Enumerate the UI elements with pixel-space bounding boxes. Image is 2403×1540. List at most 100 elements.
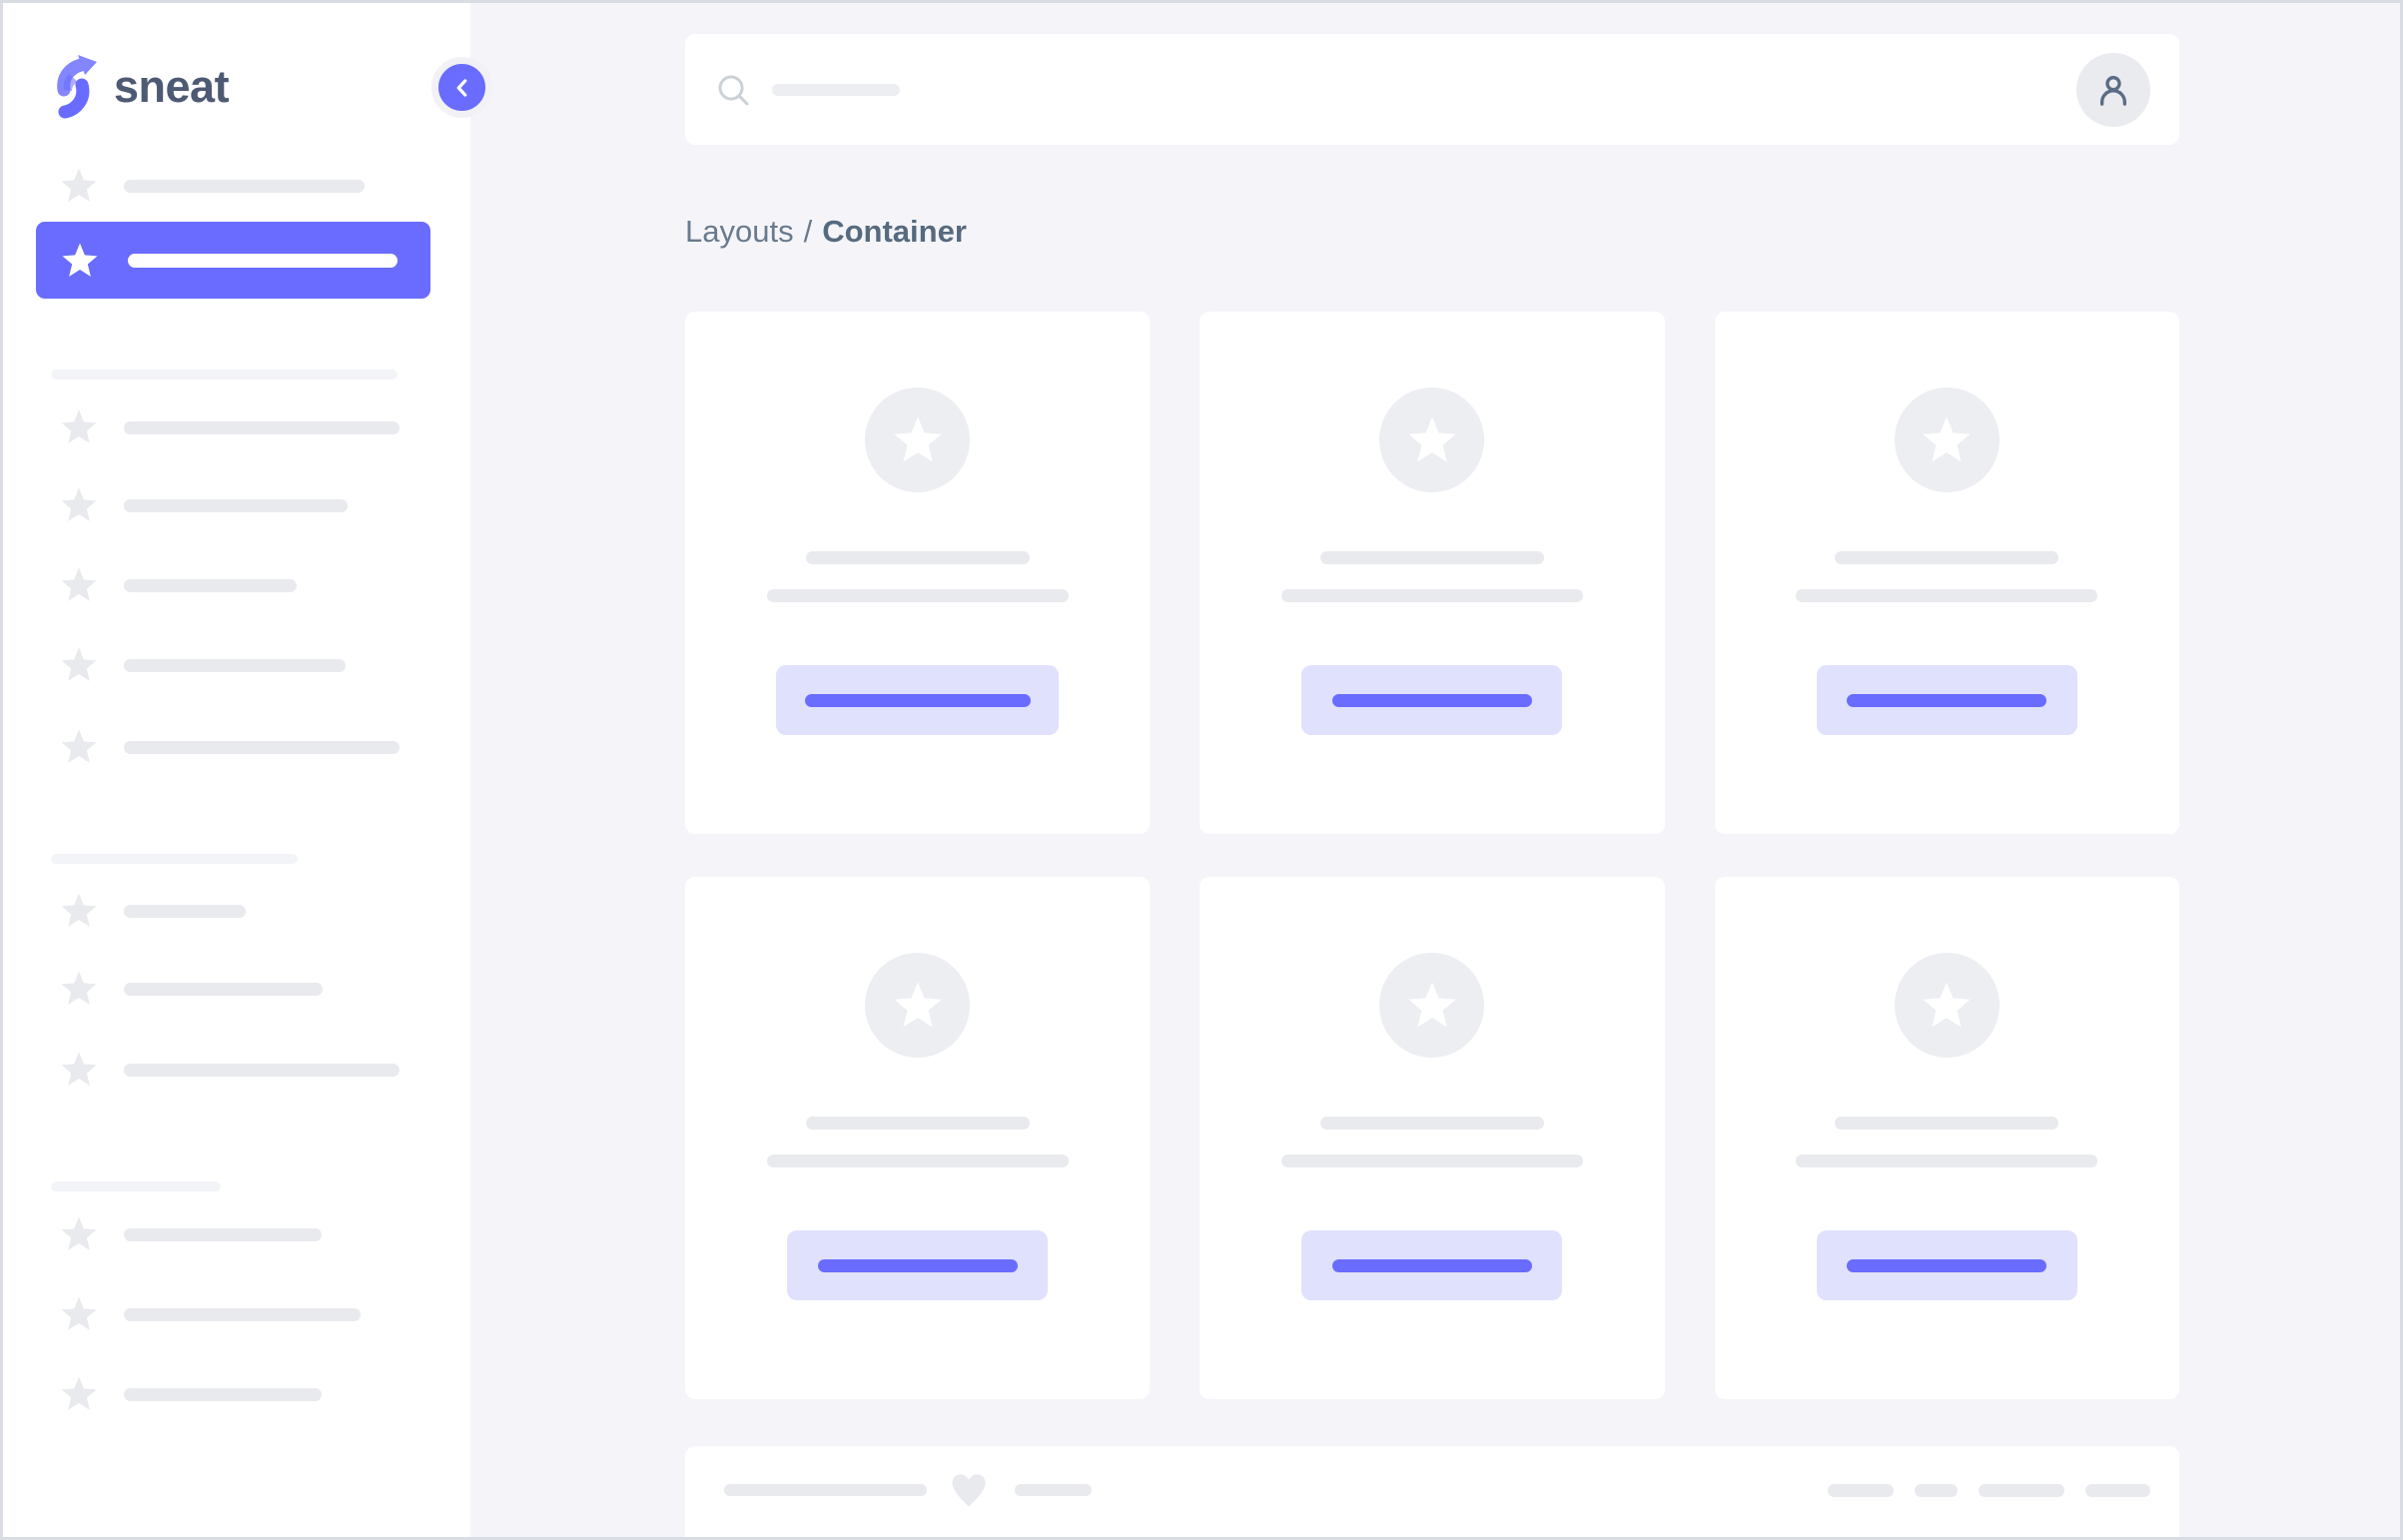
- pagination-pill[interactable]: [2085, 1483, 2150, 1497]
- star-icon: [61, 893, 97, 927]
- sidebar-item[interactable]: [3, 481, 470, 529]
- star-icon: [61, 971, 97, 1005]
- star-icon: [61, 1376, 97, 1410]
- button-label-skeleton: [1331, 1258, 1532, 1272]
- card-action-button[interactable]: [1816, 665, 2077, 735]
- sidebar-item[interactable]: [3, 403, 470, 451]
- card-title-skeleton: [1835, 1117, 2059, 1130]
- sidebar-item-label-skeleton: [124, 420, 400, 434]
- pagination-skeleton: [1828, 1483, 2150, 1497]
- button-label-skeleton: [1847, 1258, 2047, 1272]
- card-title-skeleton: [1835, 551, 2059, 564]
- sidebar-item[interactable]: [3, 561, 470, 609]
- heart-icon[interactable]: [949, 1471, 989, 1509]
- sidebar-item-label-skeleton: [124, 498, 348, 512]
- star-icon: [61, 1296, 97, 1330]
- sidebar-item[interactable]: [3, 887, 470, 935]
- card-action-button[interactable]: [1301, 665, 1563, 735]
- button-label-skeleton: [817, 1258, 1018, 1272]
- placeholder-card: [1200, 877, 1665, 1399]
- card-media-circle: [1379, 387, 1485, 492]
- breadcrumb-current: Container: [822, 214, 967, 249]
- sidebar-section-heading-skeleton: [51, 1181, 221, 1191]
- sidebar-item[interactable]: [3, 1290, 470, 1338]
- star-icon: [61, 729, 97, 763]
- sidebar-item-label-skeleton: [124, 1387, 322, 1401]
- list-footer-card: [685, 1446, 2179, 1537]
- star-icon: [61, 1216, 97, 1250]
- pagination-pill[interactable]: [1828, 1483, 1894, 1497]
- card-media-circle: [865, 953, 971, 1058]
- card-media-circle: [1894, 953, 2000, 1058]
- sidebar-item-active[interactable]: [36, 222, 430, 299]
- card-text-skeleton: [1796, 589, 2098, 602]
- sidebar-item[interactable]: [3, 965, 470, 1013]
- sidebar-item-label-skeleton: [124, 904, 246, 918]
- star-icon: [894, 981, 942, 1027]
- star-icon: [61, 409, 97, 443]
- sidebar-section-heading-skeleton: [51, 370, 398, 380]
- pagination-pill[interactable]: [1915, 1483, 1958, 1497]
- footer-text-skeleton: [1015, 1484, 1092, 1496]
- search-input[interactable]: [716, 73, 2076, 107]
- card-action-button[interactable]: [1301, 1230, 1563, 1300]
- card-title-skeleton: [1319, 1117, 1544, 1130]
- card-text-skeleton: [1796, 1155, 2098, 1167]
- card-text-skeleton: [1280, 589, 1583, 602]
- sidebar-item-label-skeleton: [124, 658, 346, 672]
- star-icon: [61, 647, 97, 681]
- star-icon: [61, 487, 97, 521]
- card-media-circle: [1894, 387, 2000, 492]
- sidebar-item-label-skeleton: [124, 1307, 361, 1321]
- card-title-skeleton: [805, 1117, 1030, 1130]
- brand[interactable]: sneat: [3, 3, 470, 120]
- user-icon: [2100, 75, 2126, 106]
- sidebar-item[interactable]: [3, 1210, 470, 1258]
- breadcrumb-separator: /: [803, 214, 813, 249]
- star-icon: [1408, 981, 1456, 1027]
- sidebar-item-label-skeleton: [128, 253, 398, 268]
- sidebar-item[interactable]: [3, 1046, 470, 1094]
- button-label-skeleton: [1847, 693, 2047, 707]
- star-icon: [62, 243, 98, 277]
- card-action-button[interactable]: [776, 665, 1060, 735]
- card-grid: [685, 312, 2179, 1399]
- sidebar-item-label-skeleton: [124, 1063, 400, 1077]
- placeholder-card: [1714, 312, 2179, 834]
- star-icon: [1923, 415, 1971, 461]
- placeholder-card: [685, 877, 1151, 1399]
- card-text-skeleton: [766, 589, 1069, 602]
- pagination-pill[interactable]: [1979, 1483, 2064, 1497]
- card-action-button[interactable]: [787, 1230, 1049, 1300]
- sidebar-collapse-button[interactable]: [431, 57, 492, 118]
- placeholder-card: [685, 312, 1151, 834]
- star-icon: [61, 1052, 97, 1086]
- search-placeholder-skeleton: [772, 83, 900, 96]
- footer-text-skeleton: [724, 1484, 927, 1496]
- search-icon: [718, 75, 749, 105]
- breadcrumb: Layouts / Container: [685, 213, 2179, 251]
- sneat-logo-icon: [57, 55, 97, 119]
- breadcrumb-section[interactable]: Layouts: [685, 214, 794, 249]
- sidebar-item[interactable]: [3, 723, 470, 771]
- card-media-circle: [865, 387, 971, 492]
- card-action-button[interactable]: [1816, 1230, 2077, 1300]
- sidebar-item-label-skeleton: [124, 740, 400, 754]
- main-content: Layouts / Container: [470, 3, 2400, 1537]
- sidebar-item-label-skeleton: [124, 179, 365, 193]
- brand-name: sneat: [114, 61, 230, 112]
- card-text-skeleton: [766, 1155, 1069, 1167]
- sidebar-item-label-skeleton: [124, 982, 323, 996]
- sidebar-item[interactable]: [3, 641, 470, 689]
- sidebar-item[interactable]: [3, 162, 470, 210]
- sidebar-item[interactable]: [3, 1370, 470, 1418]
- star-icon: [1923, 981, 1971, 1027]
- button-label-skeleton: [1331, 693, 1532, 707]
- star-icon: [61, 168, 97, 202]
- sidebar-menu: [3, 162, 470, 1418]
- sidebar-item-label-skeleton: [124, 1227, 322, 1241]
- user-avatar[interactable]: [2076, 52, 2150, 127]
- placeholder-card: [1714, 877, 2179, 1399]
- placeholder-card: [1200, 312, 1665, 834]
